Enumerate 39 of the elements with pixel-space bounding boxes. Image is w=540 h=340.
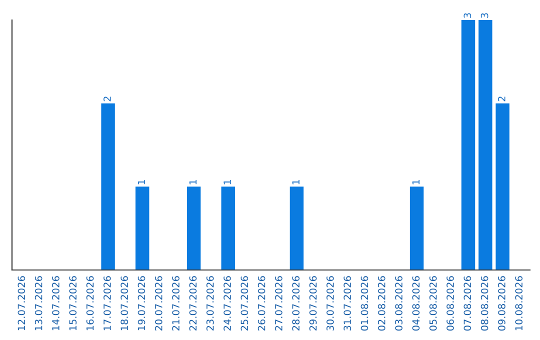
x-tick-label: 13.07.2026 [34, 276, 42, 330]
x-tick-label: 01.08.2026 [360, 276, 368, 331]
x-tick-label: 08.08.2026 [480, 276, 488, 331]
x-tick-label: 23.07.2026 [206, 276, 214, 331]
x-tick-label: 22.07.2026 [189, 276, 197, 331]
x-tick-label: 05.08.2026 [429, 276, 437, 331]
data-label: 1 [189, 180, 196, 184]
x-tick-label: 31.07.2026 [344, 276, 352, 330]
x-tick-label: 29.07.2026 [309, 276, 317, 331]
x-tick-label: 27.07.2026 [275, 276, 282, 331]
data-label: 1 [292, 180, 300, 184]
x-tick-label: 17.07.2026 [104, 276, 111, 330]
x-tick-label: 10.08.2026 [515, 276, 523, 330]
x-tick-label: 28.07.2026 [292, 276, 300, 331]
x-tick-label: 25.07.2026 [240, 276, 248, 331]
x-tick-label: 30.07.2026 [326, 276, 334, 330]
x-tick-label: 06.08.2026 [446, 276, 454, 331]
x-tick-label: 02.08.2026 [378, 276, 386, 331]
data-label: 1 [224, 180, 231, 184]
x-tick-label: 09.08.2026 [498, 276, 506, 331]
x-tick-label: 04.08.2026 [412, 276, 420, 331]
x-tick-label: 14.07.2026 [52, 276, 60, 330]
x-tick-label: 03.08.2026 [395, 276, 402, 331]
x-tick-label: 16.07.2026 [86, 276, 94, 330]
data-label: 3 [464, 13, 472, 18]
x-tick-label: 12.07.2026 [18, 276, 26, 330]
x-tick-label: 18.07.2026 [120, 276, 128, 330]
data-label: 1 [138, 180, 146, 184]
x-tick-label: 20.07.2026 [154, 276, 162, 331]
x-tick-label: 07.08.2026 [464, 276, 472, 331]
x-tick-label: 26.07.2026 [258, 276, 266, 331]
x-tick-label: 24.07.2026 [224, 276, 231, 331]
data-label: 2 [498, 96, 506, 102]
data-label: 1 [412, 180, 420, 184]
x-tick-label: 19.07.2026 [138, 276, 146, 330]
x-tick-label: 21.07.2026 [172, 276, 180, 331]
x-tick-label: 15.07.2026 [69, 276, 77, 330]
data-label: 3 [480, 13, 488, 18]
data-label: 2 [104, 96, 111, 102]
